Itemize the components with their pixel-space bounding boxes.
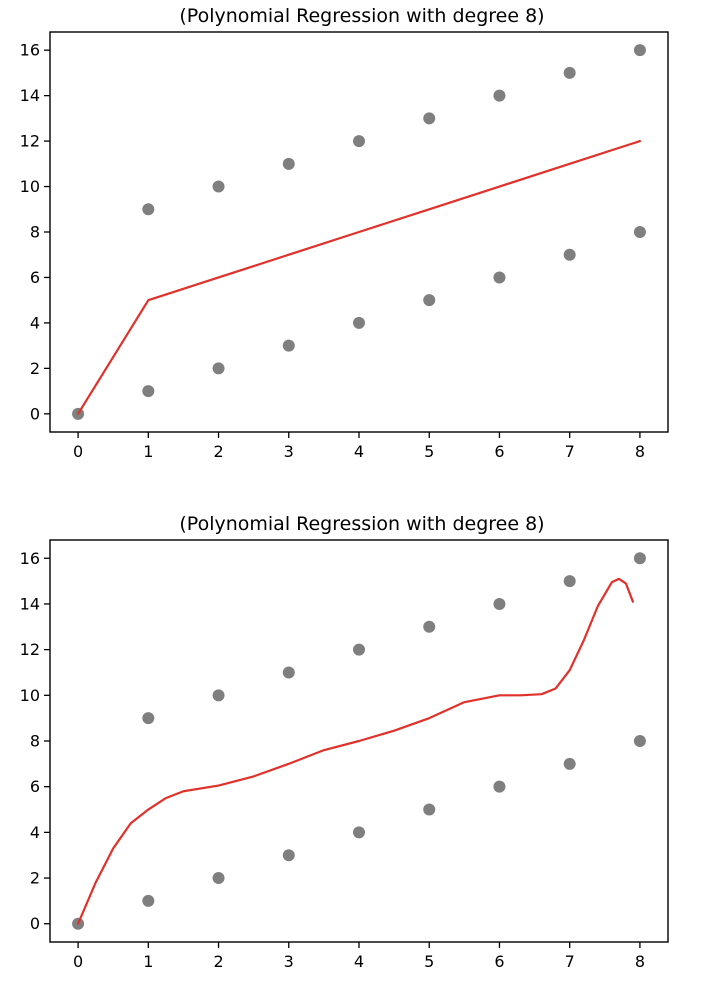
- x-tick-label: 8: [635, 952, 645, 971]
- y-tick-label: 0: [30, 404, 40, 423]
- y-tick-label: 6: [30, 268, 40, 287]
- chart-top: (Polynomial Regression with degree 8) 0 1…: [20, 5, 669, 461]
- scatter-point: [493, 271, 506, 284]
- scatter-point: [282, 157, 295, 170]
- scatter-point: [493, 89, 506, 102]
- scatter-point: [563, 575, 576, 588]
- scatter-point: [282, 339, 295, 352]
- x-tick-label: 4: [354, 952, 364, 971]
- scatter-point: [142, 203, 155, 216]
- x-tick-label: 5: [424, 442, 434, 461]
- x-tick-label: 6: [494, 442, 504, 461]
- regression-line: [76, 577, 634, 925]
- x-tick-label: 8: [635, 442, 645, 461]
- y-tick-label: 10: [20, 686, 40, 705]
- scatter-point: [633, 226, 646, 238]
- scatter-point: [212, 362, 225, 375]
- y-tick-label: 4: [30, 823, 40, 842]
- x-tick-label: 6: [494, 952, 504, 971]
- x-tick-label: 3: [284, 442, 294, 461]
- x-tick-label: 2: [213, 442, 223, 461]
- y-tick-label: 6: [30, 777, 40, 796]
- scatter-point: [142, 894, 155, 907]
- y-tick-label: 2: [30, 869, 40, 888]
- scatter-point: [212, 180, 225, 193]
- scatter-point: [563, 248, 576, 261]
- scatter-point: [423, 620, 436, 633]
- x-tick-label: 0: [73, 952, 83, 971]
- y-tick-label: 10: [20, 177, 40, 196]
- y-tick-label: 8: [30, 223, 40, 242]
- y-tick-label: 8: [30, 732, 40, 751]
- x-tick-label: 7: [565, 952, 575, 971]
- chart-bottom: (Polynomial Regression with degree 8) 0 1…: [20, 513, 669, 971]
- x-tick-label: 0: [73, 442, 83, 461]
- y-tick-label: 12: [20, 132, 40, 151]
- y-tick-label: 4: [30, 313, 40, 332]
- regression-line: [76, 139, 642, 415]
- y-tick-label: 16: [20, 549, 40, 568]
- x-tick-label: 5: [424, 952, 434, 971]
- scatter-point: [142, 712, 155, 725]
- scatter-point: [423, 112, 436, 125]
- scatter-point: [353, 826, 365, 839]
- y-tick-label: 2: [30, 359, 40, 378]
- scatter-point: [633, 552, 646, 565]
- y-tick-label: 12: [20, 640, 40, 659]
- scatter-point: [353, 643, 365, 656]
- scatter-point: [282, 666, 295, 679]
- scatter-point: [212, 872, 225, 885]
- scatter-point: [423, 803, 436, 816]
- scatter-point: [493, 597, 506, 610]
- scatter-point: [633, 735, 646, 747]
- scatter-point: [212, 689, 225, 702]
- scatter-point: [353, 316, 365, 329]
- chart-title: (Polynomial Regression with degree 8): [179, 513, 544, 535]
- x-tick-label: 4: [354, 442, 364, 461]
- scatter-point: [563, 757, 576, 770]
- x-tick-label: 1: [143, 442, 153, 461]
- scatter-point: [563, 66, 576, 79]
- scatter-point: [142, 385, 155, 398]
- scatter-point: [353, 135, 365, 148]
- scatter-point: [633, 44, 646, 57]
- y-tick-label: 14: [20, 86, 40, 105]
- x-tick-label: 3: [284, 952, 294, 971]
- y-tick-label: 0: [30, 914, 40, 933]
- scatter-point: [282, 849, 295, 862]
- scatter-point: [493, 780, 506, 793]
- x-tick-label: 1: [143, 952, 153, 971]
- chart-title: (Polynomial Regression with degree 8): [179, 5, 544, 27]
- x-tick-label: 2: [213, 952, 223, 971]
- x-tick-label: 7: [565, 442, 575, 461]
- y-tick-label: 14: [20, 594, 40, 613]
- y-tick-label: 16: [20, 41, 40, 60]
- scatter-point: [423, 294, 436, 307]
